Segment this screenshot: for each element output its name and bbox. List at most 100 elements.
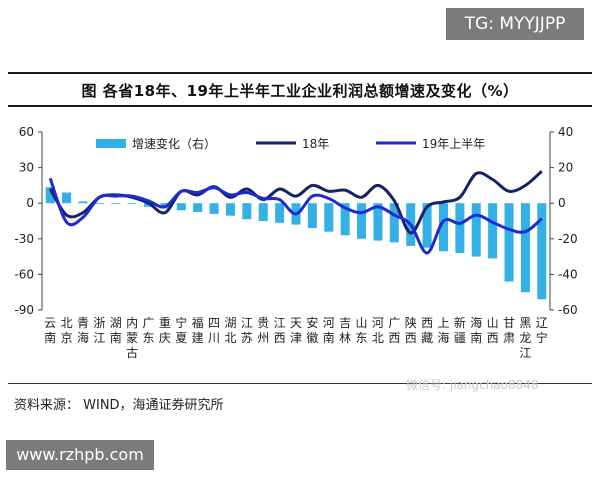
x-tick-label: 南 [323,330,335,345]
x-tick-label: 广 [143,316,155,330]
x-tick-label: 甘 [503,316,515,330]
x-tick-label: 京 [61,331,73,345]
x-tick-label: 江 [274,316,286,330]
tg-badge: TG: MYYJJPP [446,8,584,40]
x-tick-label: 青 [77,316,89,330]
x-tick-label: 州 [257,331,269,345]
x-tick-label: 山 [487,316,499,330]
x-tick-label: 四 [208,316,220,330]
bar [45,187,55,204]
x-tick-label: 重 [159,316,171,330]
left-tick-label: -90 [14,303,34,317]
x-tick-label: 浙 [93,316,105,330]
x-tick-label: 龙 [519,331,531,345]
x-tick-label: 辽 [536,316,548,330]
x-tick-label: 湖 [224,315,236,330]
legend-label: 19年上半年 [422,137,485,151]
bar [242,203,252,220]
x-tick-labels: 云南北京青海浙江湖南内蒙古广东重庆宁夏福建四川湖北江苏贵州江西天津安徽河南吉林山… [44,315,548,360]
bar [111,203,121,204]
x-tick-label: 上 [437,316,449,330]
bar [357,203,367,239]
x-tick-label: 贵 [257,316,269,330]
bar [78,201,88,204]
x-tick-label: 陕 [405,315,417,330]
left-tick-label: -30 [14,232,34,246]
right-tick-label: -60 [558,303,578,317]
x-tick-label: 庆 [159,331,171,345]
bar [520,203,530,293]
x-tick-label: 天 [290,316,302,330]
title-top-rule [8,72,592,74]
line-series [48,170,543,255]
x-tick-label: 安 [306,315,318,330]
bar [455,203,465,254]
x-tick-label: 云 [44,316,56,330]
legend: 增速变化（右） 18年 19年上半年 [96,136,485,151]
x-tick-label: 肃 [503,331,515,345]
bar [422,203,432,248]
x-tick-label: 广 [388,316,400,330]
x-tick-label: 河 [323,316,335,330]
bar [94,203,104,204]
right-tick-label: -20 [558,232,578,246]
bar [225,203,235,216]
x-tick-label: 夏 [175,331,187,345]
bar [389,203,399,243]
x-tick-label: 蒙 [126,331,138,345]
bar [193,203,203,213]
x-tick-label: 内 [126,316,138,330]
x-tick-label: 北 [372,331,384,345]
bar [62,192,72,204]
x-tick-label: 海 [470,315,482,330]
bar [258,203,268,221]
x-tick-label: 疆 [454,331,466,345]
x-tick-label: 海 [437,330,449,345]
chart-svg: 60 30 0 -30 -60 -90 40 20 0 -20 -40 -60 增速变化（右） 18年 1… [14,125,577,360]
x-tick-label: 古 [126,345,138,360]
x-tick-label: 福 [192,315,204,330]
bar [504,203,514,282]
footer-rule [8,383,592,384]
x-tick-label: 西 [388,331,400,345]
bar [176,203,186,211]
bar [340,203,350,236]
x-tick-label: 苏 [241,331,253,345]
x-tick-label: 湖 [110,315,122,330]
left-tick-label: 0 [26,196,34,210]
legend-label: 增速变化（右） [132,136,216,151]
x-tick-label: 新 [454,315,466,330]
x-tick-label: 宁 [536,330,548,345]
bar [144,203,154,207]
x-tick-label: 徽 [306,330,318,345]
x-tick-label: 藏 [421,331,433,345]
source-note: 资料来源： WIND，海通证券研究所 [14,398,224,413]
x-tick-label: 海 [77,330,89,345]
x-tick-label: 黑 [519,316,531,330]
bar-series [45,187,547,300]
x-tick-label: 江 [93,331,105,345]
bar [209,203,219,214]
x-tick-label: 南 [470,330,482,345]
bar [488,203,498,259]
left-tick-label: 30 [19,161,34,175]
bar [127,203,137,204]
axes: 60 30 0 -30 -60 -90 40 20 0 -20 -40 -60 [14,125,577,317]
bar [373,203,383,241]
legend-label: 18年 [302,137,329,151]
x-tick-label: 吉 [339,316,351,330]
x-tick-label: 建 [192,331,204,345]
url-badge: www.rzhpb.com [6,440,154,470]
x-tick-label: 宁 [175,315,187,330]
chart-title: 图 各省18年、19年上半年工业企业利润总额增速及变化（%） [81,82,519,100]
x-tick-label: 南 [110,330,122,345]
x-tick-label: 南 [44,330,56,345]
x-tick-label: 北 [61,316,73,330]
bar [537,203,547,300]
x-tick-label: 津 [290,331,302,345]
title-bottom-rule [8,105,592,107]
x-tick-label: 西 [487,331,499,345]
right-tick-label: -40 [558,267,578,281]
x-tick-label: 山 [356,316,368,330]
series-line-19h1 [48,177,543,255]
